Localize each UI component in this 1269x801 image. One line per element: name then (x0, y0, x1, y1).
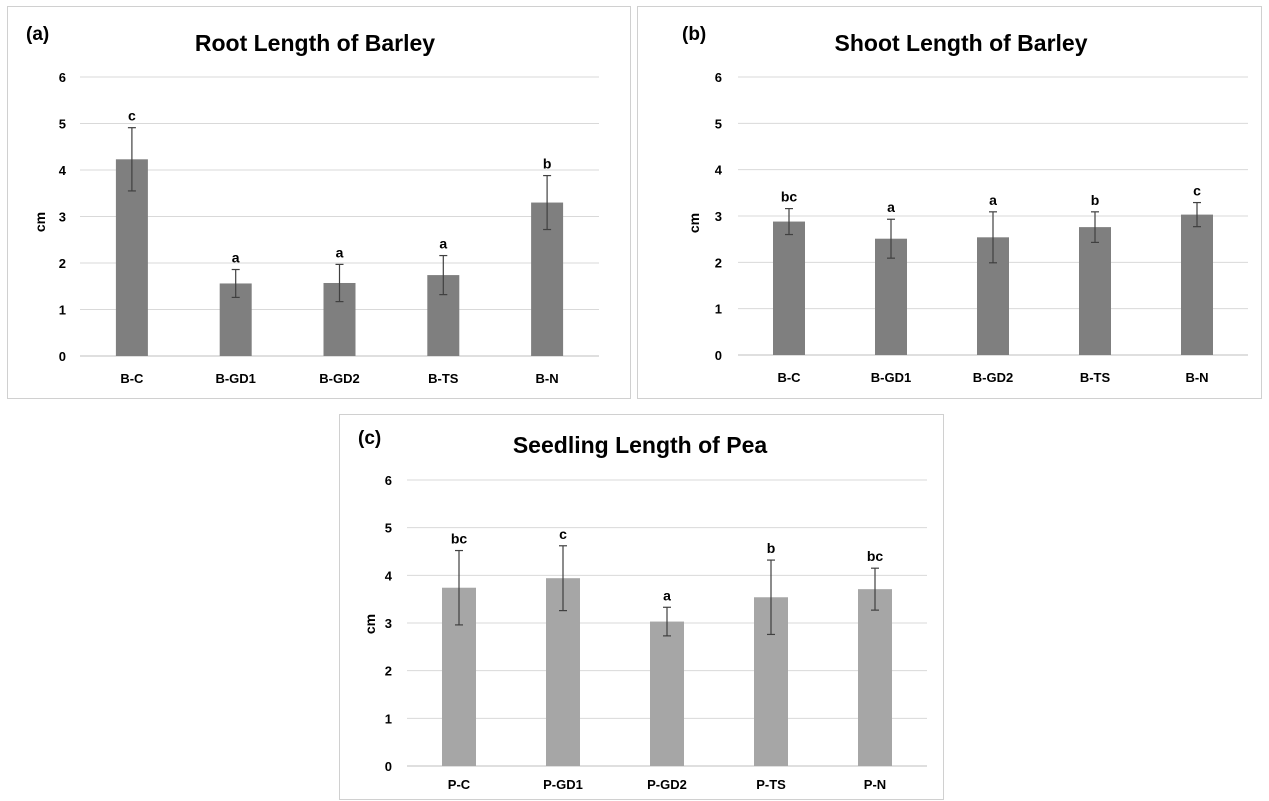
bar-b-b-n (1181, 214, 1213, 355)
x-category-label-a: B-GD1 (215, 371, 255, 386)
x-category-label-c: P-TS (756, 777, 786, 792)
significance-letter-b: a (887, 199, 895, 215)
chart-panel-b: (b) Shoot Length of Barley cm 0 1 2 3 4 5 6 bc B… (637, 6, 1262, 399)
x-category-label-c: P-GD2 (647, 777, 687, 792)
y-tick-label-a: 4 (59, 163, 67, 178)
y-axis-label-c: cm (362, 614, 378, 634)
y-tick-label-b: 4 (715, 163, 723, 178)
bar-b-b-c (773, 221, 805, 355)
bar-c-p-n (858, 589, 892, 766)
significance-letter-b: b (1091, 192, 1100, 208)
x-category-label-b: B-TS (1080, 370, 1111, 385)
chart-title-a: Root Length of Barley (195, 30, 435, 56)
y-tick-label-c: 4 (385, 568, 393, 583)
y-tick-label-c: 1 (385, 711, 392, 726)
x-category-label-c: P-C (448, 777, 471, 792)
panel-label-c: (c) (358, 428, 381, 449)
significance-letter-c: b (767, 540, 776, 556)
x-category-label-a: B-C (120, 371, 144, 386)
y-tick-label-b: 5 (715, 116, 722, 131)
chart-panel-a: (a) Root Length of Barley cm 0 1 2 3 4 5 6 c B-C… (7, 6, 631, 399)
bar-a-b-c (115, 159, 148, 356)
panel-label-b: (b) (682, 24, 706, 45)
y-tick-label-a: 5 (59, 117, 66, 132)
significance-letter-c: bc (451, 531, 468, 547)
x-category-label-a: B-TS (428, 371, 459, 386)
bar-c-p-gd2 (650, 621, 684, 766)
significance-letter-a: c (128, 108, 136, 124)
x-category-label-b: B-C (777, 370, 801, 385)
chart-title-c: Seedling Length of Pea (513, 432, 768, 458)
x-category-label-a: B-GD2 (319, 371, 359, 386)
y-tick-label-a: 1 (59, 303, 66, 318)
significance-letter-c: a (663, 587, 671, 603)
x-category-label-a: B-N (536, 371, 559, 386)
significance-letter-a: a (232, 250, 240, 266)
chart-panel-c: (c) Seedling Length of Pea cm 0 1 2 3 4 5 6 bc P… (339, 414, 944, 800)
significance-letter-a: b (543, 156, 552, 172)
y-axis-label-b: cm (686, 213, 702, 233)
y-tick-label-a: 3 (59, 210, 66, 225)
x-category-label-b: B-N (1185, 370, 1208, 385)
bar-b-b-ts (1079, 227, 1111, 355)
y-tick-label-b: 6 (715, 70, 722, 85)
y-tick-label-a: 6 (59, 70, 66, 85)
significance-letter-b: c (1193, 183, 1201, 199)
shoot-length-chart: (b) Shoot Length of Barley cm 0123456bcB… (682, 24, 1248, 385)
y-tick-label-b: 3 (715, 209, 722, 224)
y-tick-label-c: 6 (385, 473, 392, 488)
panel-label-a: (a) (26, 24, 49, 45)
significance-letter-a: a (439, 236, 447, 252)
y-tick-label-c: 0 (385, 759, 392, 774)
x-category-label-c: P-N (864, 777, 886, 792)
significance-letter-b: bc (781, 189, 798, 205)
y-axis-label-a: cm (32, 212, 48, 232)
significance-letter-b: a (989, 192, 997, 208)
y-tick-label-c: 3 (385, 616, 392, 631)
y-tick-label-c: 2 (385, 664, 392, 679)
y-tick-label-a: 0 (59, 349, 66, 364)
y-tick-label-b: 0 (715, 348, 722, 363)
significance-letter-c: bc (867, 548, 884, 564)
y-tick-label-b: 1 (715, 302, 722, 317)
x-category-label-b: B-GD2 (973, 370, 1013, 385)
significance-letter-c: c (559, 526, 567, 542)
y-tick-label-a: 2 (59, 256, 66, 271)
chart-title-b: Shoot Length of Barley (835, 30, 1088, 56)
y-tick-label-b: 2 (715, 255, 722, 270)
seedling-length-chart: (c) Seedling Length of Pea cm 0123456bcP… (358, 428, 927, 792)
significance-letter-a: a (336, 244, 344, 260)
x-category-label-c: P-GD1 (543, 777, 583, 792)
x-category-label-b: B-GD1 (871, 370, 911, 385)
root-length-chart: (a) Root Length of Barley cm 0 1 2 3 4 5 6 c B-C… (26, 24, 599, 386)
y-tick-label-c: 5 (385, 521, 392, 536)
